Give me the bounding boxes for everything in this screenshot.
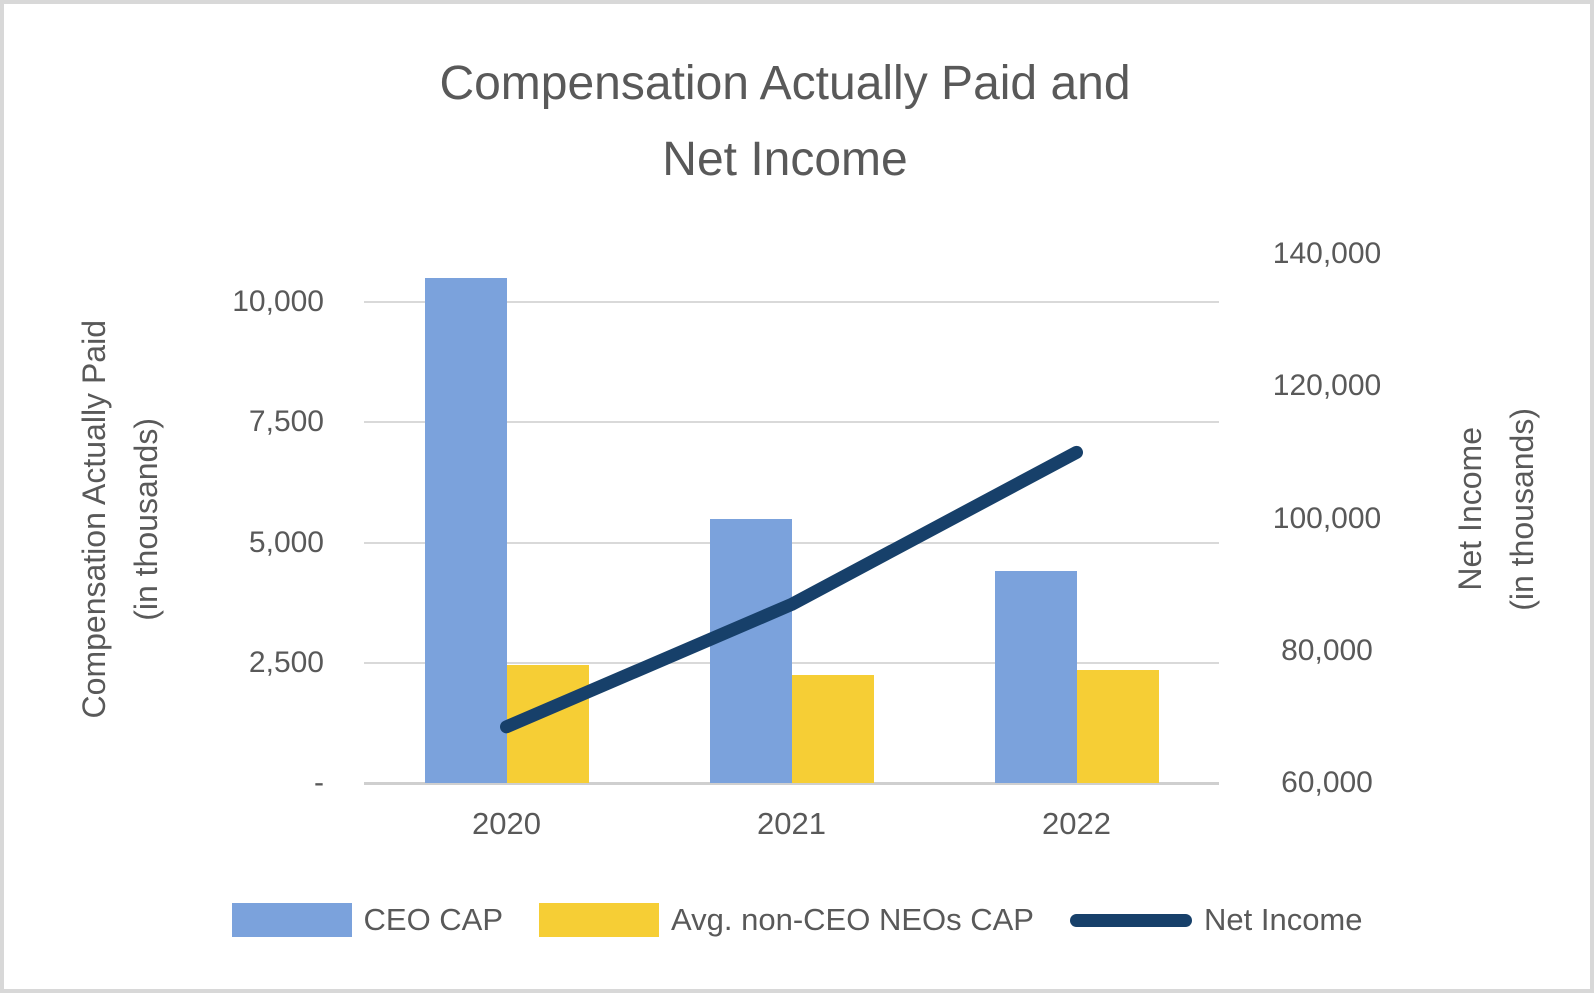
right-axis-title-line1: Net Income	[1452, 427, 1488, 591]
right-axis-tick-label: 140,000	[1272, 237, 1382, 270]
left-axis-tick-label: 5,000	[248, 525, 324, 559]
legend-item-2: Avg. non-CEO NEOs CAP	[539, 901, 1034, 939]
legend-bar-swatch-icon	[231, 903, 352, 937]
legend-line-swatch-icon	[1069, 913, 1192, 927]
gridline	[364, 301, 1219, 304]
right-axis-title-line2: (in thousands)	[1504, 407, 1540, 611]
category-label-2022: 2022	[1042, 806, 1111, 841]
left-axis-tick-label: 2,500	[248, 645, 324, 679]
bar-ceo-cap-2022	[994, 571, 1077, 783]
legend-item-3: Net Income	[1069, 901, 1363, 939]
right-axis-tick-label: 80,000	[1281, 633, 1373, 667]
legend-label: Avg. non-CEO NEOs CAP	[671, 902, 1034, 937]
chart-title-line1: Compensation Actually Paid and	[439, 57, 1131, 110]
category-label-2020: 2020	[472, 806, 541, 841]
legend-bar-swatch-icon	[539, 903, 660, 937]
bar-ceo-cap-2021	[709, 518, 792, 783]
right-axis-title: Net Income (in thousands)	[1436, 234, 1556, 784]
left-axis-tick-label: 7,500	[248, 405, 324, 439]
category-axis-line	[364, 782, 1219, 785]
bar-neo-cap-2020	[506, 665, 589, 783]
bar-neo-cap-2022	[1076, 669, 1159, 783]
left-axis-title-line2: (in thousands)	[128, 417, 164, 621]
left-axis-tick-label: -	[314, 766, 324, 799]
bar-ceo-cap-2020	[424, 278, 507, 783]
right-axis-tick-label: 100,000	[1272, 501, 1382, 535]
legend-item-1: CEO CAP	[231, 901, 504, 939]
legend-label: Net Income	[1203, 902, 1363, 937]
left-axis-title: Compensation Actually Paid (in thousands…	[60, 244, 180, 794]
right-axis-tick-label: 120,000	[1272, 369, 1382, 403]
category-label-2021: 2021	[757, 806, 826, 841]
chart-title: Compensation Actually Paid and Net Incom…	[4, 46, 1566, 198]
chart-title-line2: Net Income	[662, 133, 908, 186]
bar-neo-cap-2021	[791, 674, 874, 783]
gridline	[364, 421, 1219, 424]
legend-label: CEO CAP	[363, 902, 504, 937]
legend: CEO CAP Avg. non-CEO NEOs CAP Net Income	[4, 892, 1590, 948]
right-axis-tick-label: 60,000	[1281, 766, 1373, 799]
left-axis-tick-label: 10,000	[232, 285, 324, 319]
left-axis-title-line1: Compensation Actually Paid	[76, 319, 112, 719]
